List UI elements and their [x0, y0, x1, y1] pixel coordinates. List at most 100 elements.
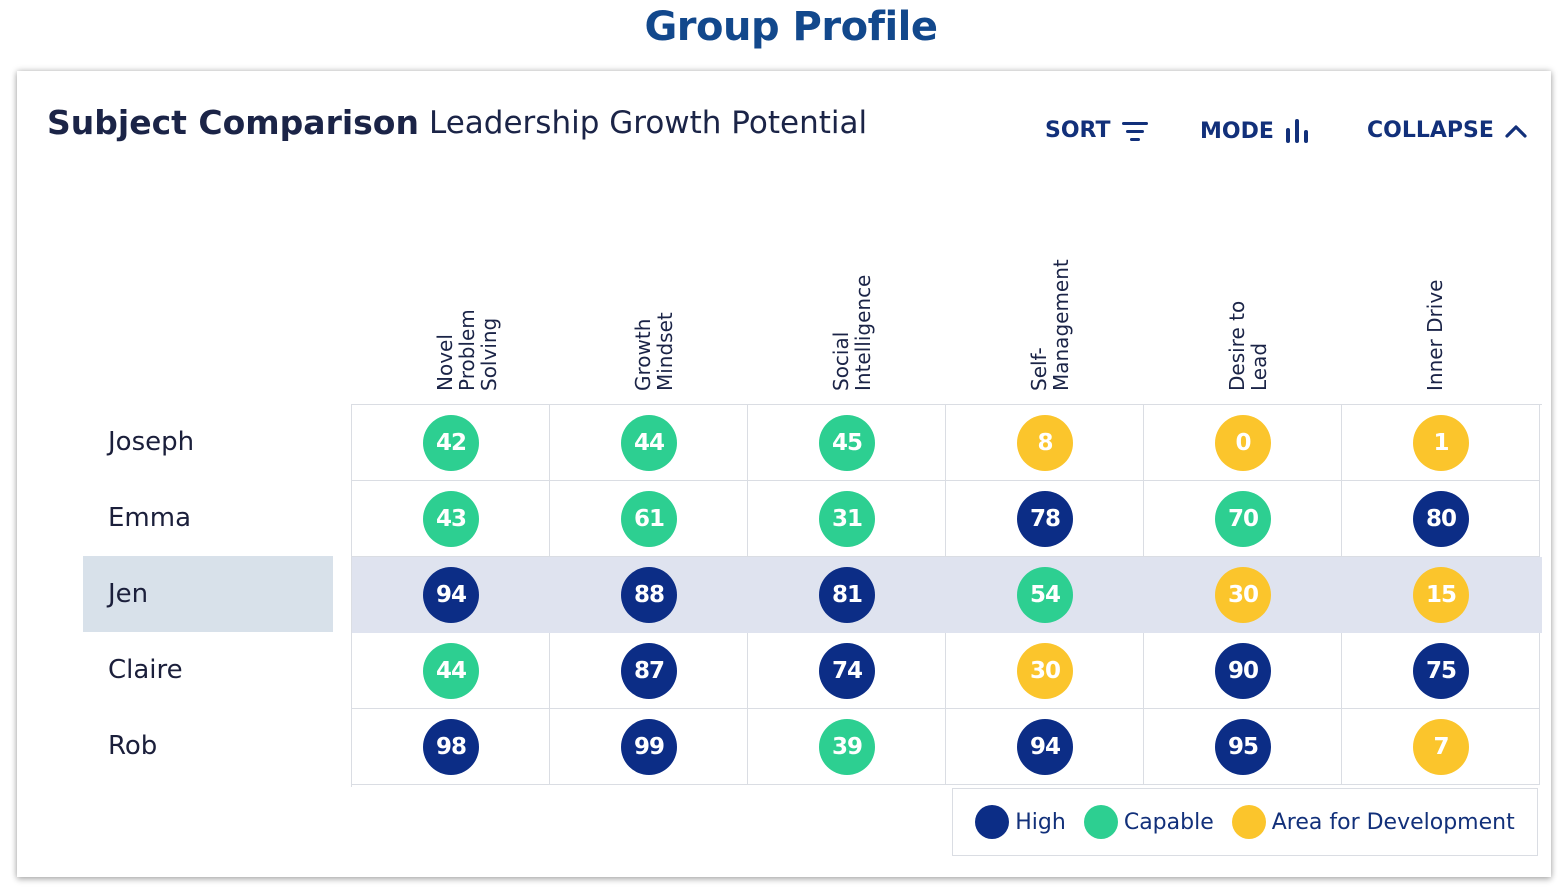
table-row: 98 99 39 94 95 7	[352, 709, 1542, 785]
collapse-label: COLLAPSE	[1367, 118, 1494, 143]
table-row: 42 44 45 8 0 1	[352, 405, 1542, 481]
score-cell: 15	[1342, 557, 1540, 633]
score-cell: 0	[1144, 405, 1342, 481]
row-name[interactable]: Joseph	[108, 427, 195, 457]
score-badge[interactable]: 94	[423, 567, 479, 623]
score-badge[interactable]: 8	[1017, 415, 1073, 471]
comparison-grid: 42 44 45 8 0 1 43 61 31 78 70 80 94 88 81 54 30 15 44 87 74 3…	[351, 404, 1542, 787]
score-badge[interactable]: 45	[819, 415, 875, 471]
score-badge[interactable]: 80	[1413, 491, 1469, 547]
legend: High Capable Area for Development	[952, 788, 1538, 856]
column-header-label: Inner Drive	[1423, 279, 1447, 391]
score-cell: 94	[946, 709, 1144, 785]
row-name[interactable]: Rob	[108, 731, 158, 761]
score-cell: 98	[352, 709, 550, 785]
score-badge[interactable]: 44	[423, 643, 479, 699]
score-cell: 87	[550, 633, 748, 709]
score-badge[interactable]: 30	[1215, 567, 1271, 623]
column-header-label: Social Intelligence	[829, 274, 875, 391]
score-cell: 1	[1342, 405, 1540, 481]
score-cell: 7	[1342, 709, 1540, 785]
sort-button[interactable]: SORT	[1045, 118, 1149, 143]
legend-swatch	[975, 805, 1010, 839]
column-header: Desire to Lead	[1143, 221, 1341, 391]
collapse-button[interactable]: COLLAPSE	[1367, 118, 1528, 143]
score-badge[interactable]: 1	[1413, 415, 1469, 471]
score-cell: 44	[550, 405, 748, 481]
score-badge[interactable]: 94	[1017, 719, 1073, 775]
legend-swatch	[1231, 805, 1266, 839]
row-name[interactable]: Emma	[108, 503, 192, 533]
score-badge[interactable]: 43	[423, 491, 479, 547]
score-cell: 8	[946, 405, 1144, 481]
score-cell: 95	[1144, 709, 1342, 785]
column-header: Social Intelligence	[747, 221, 945, 391]
sort-lines-icon	[1121, 121, 1148, 141]
score-badge[interactable]: 70	[1215, 491, 1271, 547]
score-badge[interactable]: 74	[819, 643, 875, 699]
row-name[interactable]: Claire	[108, 655, 183, 685]
score-cell: 90	[1144, 633, 1342, 709]
column-header: Growth Mindset	[549, 221, 747, 391]
mode-button[interactable]: MODE	[1200, 118, 1314, 144]
score-badge[interactable]: 87	[621, 643, 677, 699]
column-header-label: Desire to Lead	[1225, 300, 1271, 391]
sort-label: SORT	[1045, 118, 1111, 143]
score-badge[interactable]: 54	[1017, 567, 1073, 623]
subject-comparison-card: Subject Comparison Leadership Growth Pot…	[17, 71, 1551, 877]
score-cell: 30	[946, 633, 1144, 709]
score-badge[interactable]: 78	[1017, 491, 1073, 547]
score-badge[interactable]: 88	[621, 567, 677, 623]
score-badge[interactable]: 39	[819, 719, 875, 775]
score-badge[interactable]: 31	[819, 491, 875, 547]
score-badge[interactable]: 30	[1017, 643, 1073, 699]
card-title: Subject Comparison	[47, 103, 419, 142]
score-cell: 31	[748, 481, 946, 557]
score-cell: 88	[550, 557, 748, 633]
score-badge[interactable]: 42	[423, 415, 479, 471]
card-subtitle: Leadership Growth Potential	[429, 105, 868, 141]
chevron-up-icon	[1505, 124, 1527, 138]
table-row: 94 88 81 54 30 15	[352, 557, 1542, 633]
column-header: Novel Problem Solving	[351, 221, 549, 391]
score-cell: 75	[1342, 633, 1540, 709]
score-cell: 44	[352, 633, 550, 709]
page-title: Group Profile	[644, 4, 938, 50]
score-cell: 61	[550, 481, 748, 557]
legend-label: Capable	[1123, 809, 1214, 835]
score-badge[interactable]: 61	[621, 491, 677, 547]
score-badge[interactable]: 90	[1215, 643, 1271, 699]
legend-label: Area for Development	[1271, 809, 1515, 835]
score-cell: 54	[946, 557, 1144, 633]
column-header-label: Novel Problem Solving	[433, 309, 501, 391]
bar-chart-icon	[1285, 119, 1308, 143]
column-header-label: Self- Management	[1027, 259, 1073, 391]
legend-item-development: Area for Development	[1231, 805, 1515, 839]
score-cell: 42	[352, 405, 550, 481]
score-cell: 45	[748, 405, 946, 481]
score-cell: 43	[352, 481, 550, 557]
score-badge[interactable]: 98	[423, 719, 479, 775]
score-badge[interactable]: 95	[1215, 719, 1271, 775]
score-badge[interactable]: 0	[1215, 415, 1271, 471]
score-badge[interactable]: 44	[621, 415, 677, 471]
legend-item-high: High	[975, 805, 1066, 839]
table-row: 43 61 31 78 70 80	[352, 481, 1542, 557]
legend-label: High	[1015, 809, 1066, 835]
score-cell: 74	[748, 633, 946, 709]
score-cell: 99	[550, 709, 748, 785]
row-name[interactable]: Jen	[83, 556, 333, 632]
score-badge[interactable]: 75	[1413, 643, 1469, 699]
score-cell: 81	[748, 557, 946, 633]
score-cell: 80	[1342, 481, 1540, 557]
score-cell: 39	[748, 709, 946, 785]
score-cell: 70	[1144, 481, 1342, 557]
column-header: Self- Management	[945, 221, 1143, 391]
score-cell: 94	[352, 557, 550, 633]
column-header: Inner Drive	[1341, 221, 1539, 391]
score-badge[interactable]: 15	[1413, 567, 1469, 623]
score-badge[interactable]: 99	[621, 719, 677, 775]
score-badge[interactable]: 7	[1413, 719, 1469, 775]
column-header-label: Growth Mindset	[631, 312, 677, 391]
score-badge[interactable]: 81	[819, 567, 875, 623]
